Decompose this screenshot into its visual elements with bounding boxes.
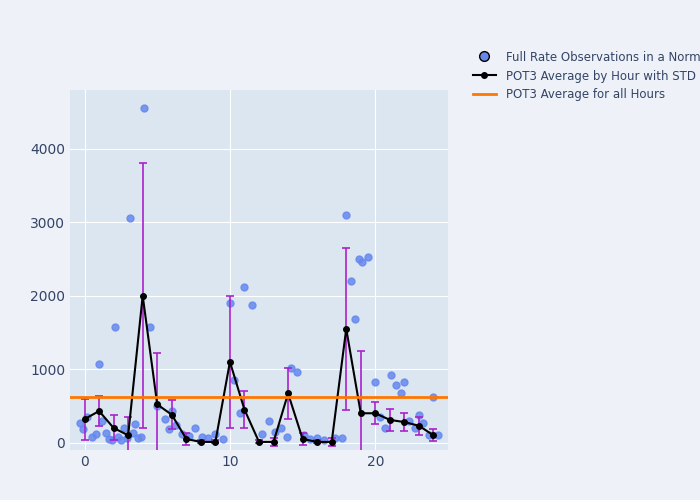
Point (90, 430, 101, 438)
Point (396, 388, 407, 396)
Point (104, 435, 115, 443)
Point (270, 428, 281, 436)
Point (118, 424, 130, 432)
Point (136, 433, 147, 441)
Point (363, 253, 374, 261)
Point (374, 413, 385, 421)
Point (152, 402, 163, 410)
Point (121, 434, 132, 442)
Point (171, 421, 182, 429)
Point (256, 430, 267, 438)
Point (159, 415, 170, 423)
Point (312, 434, 323, 442)
Point (409, 424, 420, 432)
Point (370, 378, 381, 386)
Point (229, 376, 240, 384)
Point (101, 429, 112, 437)
Point (202, 434, 214, 442)
Point (190, 424, 201, 432)
Point (356, 258, 368, 266)
Point (281, 433, 292, 441)
Point (380, 424, 391, 432)
Point (94, 360, 105, 368)
Point (424, 430, 435, 438)
Point (291, 368, 302, 376)
Point (163, 426, 174, 434)
Point (224, 299, 235, 307)
Point (275, 424, 286, 432)
Point (418, 419, 429, 427)
Point (217, 435, 228, 443)
Point (413, 410, 424, 418)
Point (432, 432, 443, 440)
Point (113, 433, 124, 441)
Point (304, 435, 316, 443)
Point (106, 436, 118, 444)
Point (78, 426, 89, 434)
Point (144, 322, 155, 330)
Point (183, 432, 195, 440)
Point (239, 283, 250, 291)
Point (97, 416, 108, 424)
Point (124, 214, 135, 222)
Point (399, 378, 410, 386)
Point (345, 277, 356, 285)
Point (86, 433, 97, 441)
Point (197, 433, 208, 441)
Point (246, 302, 258, 310)
Point (139, 104, 150, 112)
Point (336, 434, 347, 442)
Legend: Full Rate Observations in a Normal Point, POT3 Average by Hour with STD, POT3 Av: Full Rate Observations in a Normal Point… (468, 46, 700, 106)
Point (264, 416, 275, 424)
Point (130, 420, 141, 428)
Point (354, 255, 365, 263)
Point (298, 432, 309, 440)
Point (176, 430, 188, 438)
Point (386, 371, 397, 379)
Point (286, 364, 297, 372)
Point (318, 436, 330, 444)
Point (166, 407, 177, 415)
Point (428, 393, 439, 401)
Point (234, 410, 246, 418)
Point (341, 211, 352, 219)
Point (403, 416, 414, 424)
Point (390, 382, 401, 390)
Point (349, 315, 360, 323)
Point (133, 434, 144, 442)
Point (116, 436, 127, 444)
Point (82, 413, 93, 421)
Point (127, 429, 138, 437)
Point (210, 430, 221, 438)
Point (75, 419, 86, 427)
Point (329, 434, 340, 442)
Point (109, 324, 120, 332)
